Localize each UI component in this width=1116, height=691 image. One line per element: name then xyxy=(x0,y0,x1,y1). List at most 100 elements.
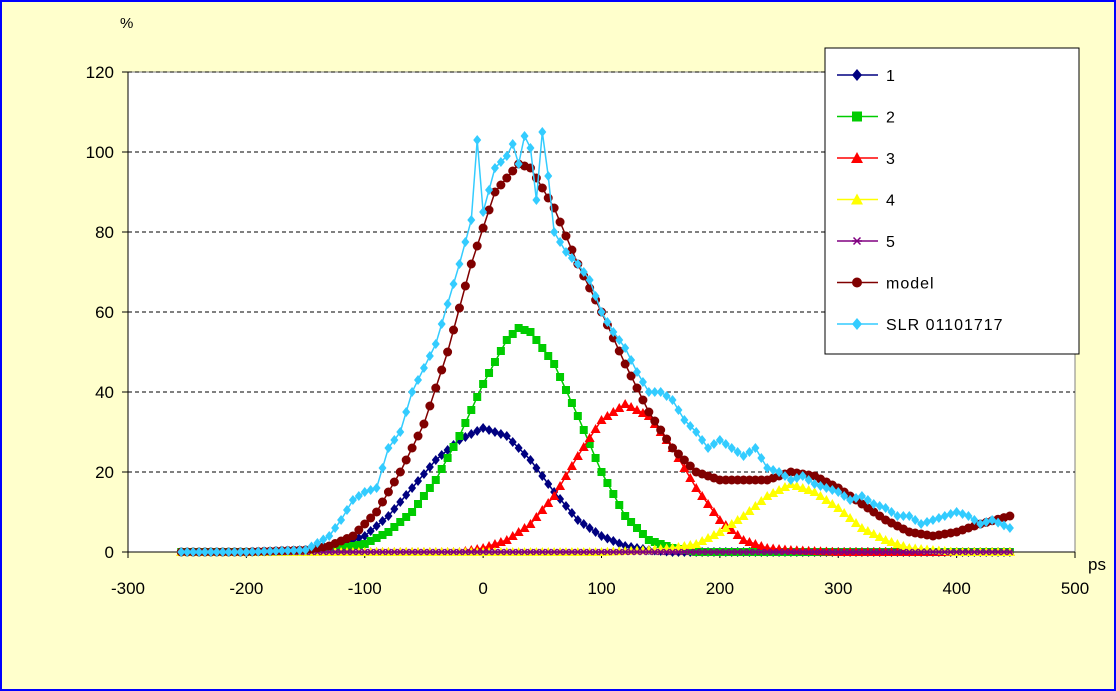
y-tick-label: 120 xyxy=(86,63,114,82)
data-point xyxy=(526,328,535,336)
data-point xyxy=(857,491,866,501)
data-point xyxy=(248,546,257,557)
data-point xyxy=(289,545,298,556)
data-point xyxy=(277,545,286,556)
x-tick-label: 500 xyxy=(1061,579,1089,598)
data-point xyxy=(627,355,636,365)
data-point xyxy=(964,511,973,521)
data-point xyxy=(615,501,624,509)
data-point xyxy=(591,454,600,462)
data-point xyxy=(578,442,589,451)
x-tick-label: 200 xyxy=(706,579,734,598)
data-point xyxy=(662,391,671,401)
data-point xyxy=(727,443,736,453)
data-point xyxy=(389,477,399,487)
data-point xyxy=(461,419,470,427)
data-point xyxy=(366,526,375,536)
data-point xyxy=(372,483,381,493)
data-point xyxy=(633,367,642,377)
data-point xyxy=(508,139,517,149)
data-point xyxy=(532,463,541,473)
data-point xyxy=(283,545,292,556)
data-point xyxy=(744,506,755,515)
legend-label: 1 xyxy=(886,68,896,85)
data-point xyxy=(419,363,428,373)
legend-item-2: 2 xyxy=(837,110,896,127)
data-point xyxy=(537,183,547,193)
x-tick-label: 100 xyxy=(587,579,615,598)
data-point xyxy=(620,359,630,369)
data-point xyxy=(550,227,559,237)
data-point xyxy=(414,476,423,486)
data-point xyxy=(602,411,613,420)
data-point xyxy=(650,538,659,546)
data-point xyxy=(614,346,624,356)
data-point xyxy=(414,375,423,385)
data-point xyxy=(414,500,423,508)
data-point xyxy=(732,530,743,539)
data-point xyxy=(1005,548,1014,556)
data-point xyxy=(674,405,683,415)
data-point xyxy=(917,519,926,529)
legend-label: 2 xyxy=(886,110,896,127)
data-point xyxy=(544,352,553,360)
data-point xyxy=(597,307,606,317)
data-point xyxy=(407,443,417,453)
data-point xyxy=(419,419,429,429)
data-point xyxy=(739,451,748,461)
data-point xyxy=(195,547,204,557)
y-tick-label: 20 xyxy=(95,463,114,482)
data-point xyxy=(698,435,707,445)
data-point xyxy=(254,546,263,557)
data-point xyxy=(679,463,690,472)
x-axis-unit: ps xyxy=(1088,555,1106,574)
data-point xyxy=(791,481,802,490)
data-point xyxy=(822,483,831,493)
data-point xyxy=(756,496,767,505)
data-point xyxy=(745,447,754,457)
data-point xyxy=(206,547,215,557)
data-point xyxy=(218,547,227,557)
data-point xyxy=(579,426,588,434)
data-point xyxy=(638,530,647,538)
y-tick-label: 80 xyxy=(95,223,114,242)
data-point xyxy=(502,431,511,441)
data-point xyxy=(224,547,233,557)
data-point xyxy=(893,511,902,521)
data-point xyxy=(490,427,499,437)
data-point xyxy=(401,455,411,465)
data-point xyxy=(556,494,565,504)
data-point xyxy=(520,131,529,141)
data-point xyxy=(590,424,601,433)
data-point xyxy=(354,491,363,501)
axes: 0 20 40 60 80 100 120 -300 -200 -100 0 100 200 300 400… xyxy=(86,63,1090,598)
data-point xyxy=(603,479,612,487)
legend-item-model: model xyxy=(837,276,934,293)
data-point xyxy=(738,511,749,520)
legend-item-1: 1 xyxy=(837,68,896,85)
legend: 1 2 3 4 5 model SLR 01101717 xyxy=(824,47,1080,355)
data-point xyxy=(709,439,718,449)
data-point xyxy=(189,547,198,557)
data-point xyxy=(869,499,878,509)
data-point xyxy=(573,412,582,420)
data-point xyxy=(874,532,885,541)
data-point xyxy=(615,335,624,345)
data-point xyxy=(720,523,731,532)
data-point xyxy=(804,475,813,485)
data-point xyxy=(413,431,423,441)
data-point xyxy=(863,495,872,505)
data-point xyxy=(887,507,896,517)
data-point xyxy=(538,127,547,137)
data-point xyxy=(525,519,536,528)
data-point xyxy=(526,455,535,465)
data-point xyxy=(360,519,370,529)
data-point xyxy=(396,497,405,507)
data-point xyxy=(301,545,310,555)
data-point xyxy=(496,157,505,167)
data-point xyxy=(708,530,719,539)
data-point xyxy=(331,523,340,533)
data-point xyxy=(609,490,618,498)
